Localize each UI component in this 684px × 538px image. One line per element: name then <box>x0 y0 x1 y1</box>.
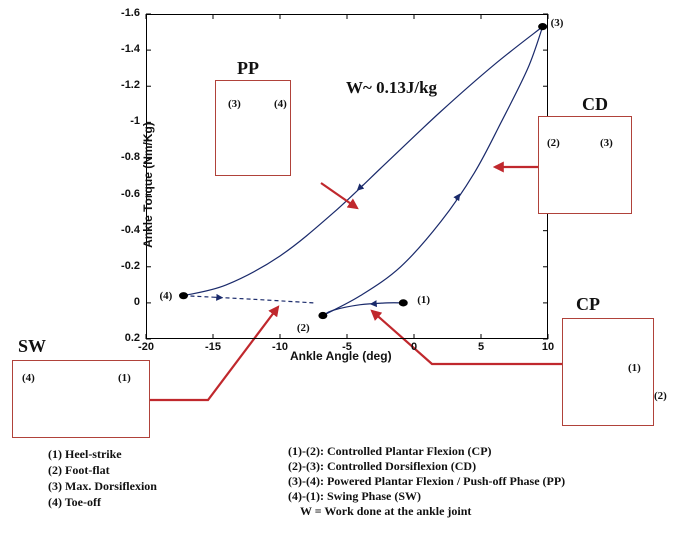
y-tick-label: -1.2 <box>121 79 140 92</box>
y-tick-label: 0.2 <box>124 332 140 344</box>
work-annotation: W~ 0.13J/kg <box>346 78 438 97</box>
event-point-label: (2) <box>296 321 310 334</box>
legend-event-item: (4) Toe-off <box>48 495 101 509</box>
cp-panel <box>562 318 654 426</box>
cd-label-2: (2) <box>547 137 560 149</box>
event-point <box>318 311 328 320</box>
x-tick-label: -20 <box>138 341 154 353</box>
y-tick-label: 0 <box>133 295 140 308</box>
event-point-label: (4) <box>159 289 173 302</box>
event-point <box>398 299 408 307</box>
y-tick-label: -1 <box>130 115 140 128</box>
cp-label-2: (2) <box>654 390 667 402</box>
points-group <box>179 23 548 320</box>
legend-phase-item: (4)-(1): Swing Phase (SW) <box>288 489 421 503</box>
x-tick-label: -5 <box>342 341 352 353</box>
series-line-4-1 <box>183 295 314 304</box>
curves-group <box>183 26 544 317</box>
y-tick-label: -1.4 <box>121 43 140 56</box>
pp-label-3: (3) <box>228 98 241 110</box>
y-tick-label: -0.8 <box>121 151 140 164</box>
sw-panel-title: SW <box>18 336 47 356</box>
cd-panel-title: CD <box>582 94 608 114</box>
plot-area <box>146 14 548 339</box>
legend-phase-item: (2)-(3): Controlled Dorsiflexion (CD) <box>288 459 477 473</box>
y-tick-label: -1.6 <box>121 7 140 19</box>
cd-panel <box>538 116 632 214</box>
cd-label-3: (3) <box>600 137 613 149</box>
cp-label-1: (1) <box>628 362 641 374</box>
x-tick-label: -10 <box>272 341 288 353</box>
y-tick-label: -0.4 <box>121 223 140 236</box>
cp-panel-title: CP <box>576 294 600 314</box>
legend-phase-item: (1)-(2): Controlled Plantar Flexion (CP) <box>288 444 492 458</box>
x-axis-label: Ankle Angle (deg) <box>290 349 392 363</box>
event-point-label: (3) <box>550 16 564 29</box>
legend-work-note: W = Work done at the ankle joint <box>300 504 472 518</box>
pp-label-4: (4) <box>274 98 287 110</box>
direction-arrow-2-3 <box>453 193 461 202</box>
event-point-label: (1) <box>417 293 431 306</box>
legend-phases: (1)-(2): Controlled Plantar Flexion (CP)… <box>288 444 565 519</box>
x-tick-label: 5 <box>477 341 485 353</box>
y-tick-label: -0.2 <box>121 259 140 272</box>
direction-arrow-3-4 <box>356 183 365 191</box>
pp-pointer-arrow <box>320 182 359 210</box>
pp-panel <box>215 80 291 176</box>
y-tick-label: -0.6 <box>121 187 140 200</box>
cp-pointer-arrow <box>370 309 562 366</box>
sw-label-1: (1) <box>118 372 131 384</box>
x-tick-label: 10 <box>541 341 555 353</box>
sw-panel <box>12 360 150 438</box>
x-tick-label: -15 <box>205 341 221 353</box>
x-tick-label: 0 <box>410 341 418 353</box>
event-point <box>538 23 548 31</box>
legend-event-item: (2) Foot-flat <box>48 463 110 477</box>
legend-event-item: (3) Max. Dorsiflexion <box>48 479 157 493</box>
legend-event-item: (1) Heel-strike <box>48 447 122 461</box>
y-axis-label: Ankle Torque (Nm/Kg) <box>141 122 155 248</box>
legend-phase-item: (3)-(4): Powered Plantar Flexion / Push-… <box>288 474 566 488</box>
legend-events: (1) Heel-strike (2) Foot-flat (3) Max. D… <box>48 446 157 510</box>
event-point <box>179 292 189 300</box>
pp-panel-title: PP <box>237 58 259 78</box>
sw-label-4: (4) <box>22 372 35 384</box>
